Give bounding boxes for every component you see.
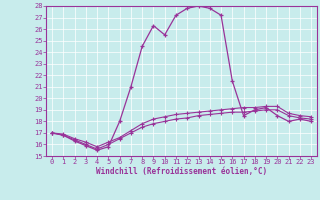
X-axis label: Windchill (Refroidissement éolien,°C): Windchill (Refroidissement éolien,°C) bbox=[96, 167, 267, 176]
